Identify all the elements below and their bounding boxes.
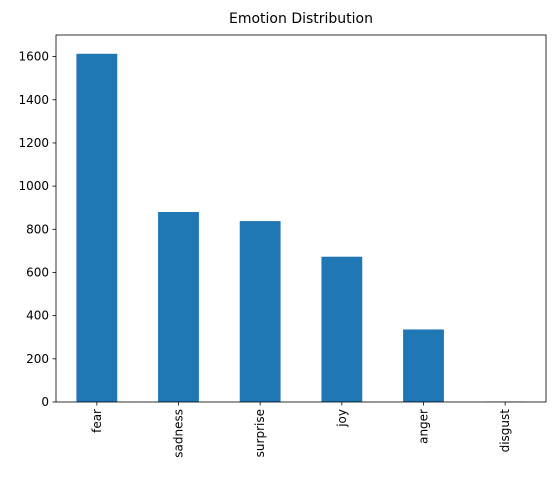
- x-tick-label: surprise: [253, 409, 267, 457]
- x-tick-label: disgust: [498, 409, 512, 453]
- y-tick-label: 800: [26, 222, 49, 236]
- y-tick-label: 0: [41, 395, 49, 409]
- y-tick-label: 200: [26, 352, 49, 366]
- bars-group: [76, 53, 526, 402]
- bar-sadness: [158, 212, 199, 402]
- x-tick-label: fear: [90, 409, 104, 433]
- x-tick-label: sadness: [172, 409, 186, 458]
- bar-anger: [403, 329, 444, 402]
- bar-surprise: [239, 221, 281, 402]
- y-tick-label: 1000: [18, 179, 49, 193]
- chart-title: Emotion Distribution: [229, 11, 373, 27]
- x-tick-label: joy: [335, 409, 349, 428]
- y-tick-label: 1600: [18, 50, 49, 64]
- y-tick-label: 400: [26, 309, 49, 323]
- x-axis: fear sadness surprise joy anger disgust: [90, 402, 512, 458]
- y-axis: 0 200 400 600 800 1000 1200 1400 1600: [18, 50, 56, 409]
- y-tick-label: 600: [26, 265, 49, 279]
- bar-fear: [76, 53, 118, 402]
- bar-joy: [321, 256, 363, 402]
- x-tick-label: anger: [417, 409, 431, 444]
- y-tick-label: 1400: [18, 93, 49, 107]
- y-tick-label: 1200: [18, 136, 49, 150]
- plot-frame: [55, 34, 547, 403]
